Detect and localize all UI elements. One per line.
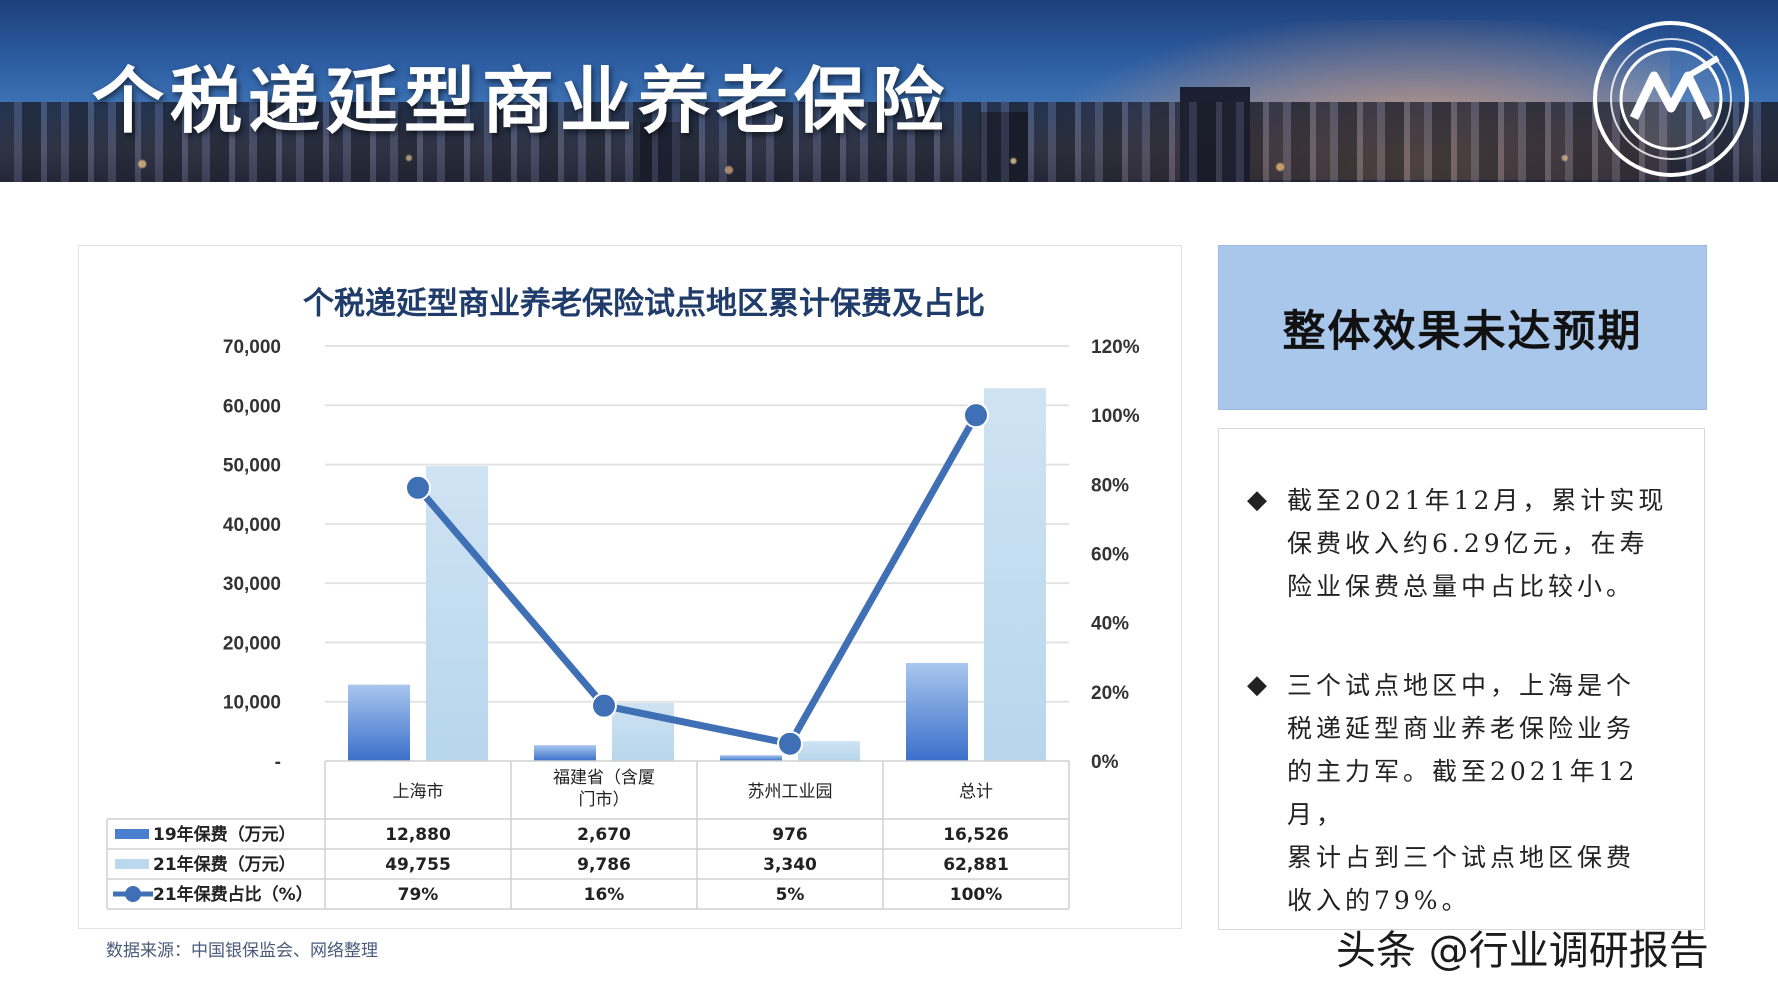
key-point: ◆ 三个试点地区中，上海是个 税递延型商业养老保险业务 的主力军。截至2021年…	[1247, 664, 1687, 922]
x-category-label: 总计	[959, 782, 993, 802]
key-point-line: 保费收入约6.29亿元，在寿	[1287, 529, 1649, 558]
table-value: 16%	[584, 885, 625, 905]
key-point-line: 截至2021年12月，累计实现	[1287, 486, 1668, 515]
y-left-tick-label: -	[275, 752, 281, 773]
y-left-tick-label: 20,000	[223, 633, 281, 654]
x-category-label: 上海市	[393, 782, 444, 802]
table-value: 9,786	[577, 855, 631, 875]
key-point-line: 险业保费总量中占比较小。	[1287, 572, 1636, 601]
y-left-tick-label: 10,000	[223, 693, 281, 714]
key-point-line: 收入的79%。	[1287, 886, 1471, 915]
table-value: 12,880	[385, 825, 451, 845]
table-value: 976	[772, 825, 808, 845]
ratio-point	[963, 402, 989, 429]
institute-logo-icon	[1593, 21, 1749, 177]
y-right-tick-label: 80%	[1091, 475, 1129, 496]
banner-city-lights	[0, 122, 1778, 182]
bar-19	[534, 745, 596, 761]
diamond-bullet-icon: ◆	[1247, 485, 1267, 515]
ratio-line	[415, 413, 980, 748]
header-banner: 个税递延型商业养老保险	[0, 0, 1778, 182]
key-points-card: ◆ 截至2021年12月，累计实现 保费收入约6.29亿元，在寿 险业保费总量中…	[1218, 428, 1705, 930]
y-left-tick-label: 50,000	[223, 456, 281, 477]
bar-19	[720, 755, 782, 761]
key-point-line: 的主力军。截至2021年12月，	[1287, 757, 1639, 829]
ratio-point	[405, 474, 431, 501]
y-left-tick-label: 60,000	[223, 396, 281, 417]
legend-label: 21年保费占比（%）	[153, 884, 313, 905]
table-value: 100%	[950, 885, 1003, 905]
watermark: 头条 @行业调研报告	[1336, 928, 1709, 974]
legend-swatch	[115, 829, 149, 839]
y-left-tick-label: 30,000	[223, 574, 281, 595]
x-category-label: 福建省（含厦	[553, 768, 655, 788]
table-value: 3,340	[763, 855, 817, 875]
bar-19	[906, 663, 968, 761]
legend-swatch	[115, 859, 149, 869]
x-category-label: 苏州工业园	[748, 782, 833, 802]
headline-card: 整体效果未达预期	[1218, 245, 1707, 410]
data-source-note: 数据来源：中国银保监会、网络整理	[106, 941, 378, 961]
headline-text: 整体效果未达预期	[1282, 306, 1643, 357]
bar-21	[984, 388, 1046, 761]
ratio-point	[777, 730, 803, 757]
legend-marker	[125, 886, 141, 902]
table-value: 2,670	[577, 825, 631, 845]
key-point-line: 三个试点地区中，上海是个	[1287, 671, 1636, 700]
table-value: 79%	[398, 885, 439, 905]
legend-label: 19年保费（万元）	[153, 824, 296, 845]
y-right-tick-label: 20%	[1091, 683, 1129, 704]
y-right-tick-label: 40%	[1091, 614, 1129, 635]
y-right-tick-label: 60%	[1091, 545, 1129, 566]
chart-title: 个税递延型商业养老保险试点地区累计保费及占比	[303, 286, 985, 322]
y-right-tick-label: 0%	[1091, 752, 1119, 773]
bar-21	[426, 466, 488, 761]
y-left-tick-label: 70,000	[223, 337, 281, 358]
table-value: 62,881	[943, 855, 1009, 875]
page-title: 个税递延型商业养老保险	[92, 59, 951, 143]
y-right-tick-label: 120%	[1091, 337, 1140, 358]
chart-panel: 个税递延型商业养老保险试点地区累计保费及占比 - 10,000 20,000 30,0…	[78, 245, 1182, 929]
table-value: 5%	[776, 885, 805, 905]
key-point-line: 累计占到三个试点地区保费	[1287, 843, 1636, 872]
table-value: 49,755	[385, 855, 451, 875]
ratio-point	[591, 692, 617, 719]
y-left-tick-label: 40,000	[223, 515, 281, 536]
legend-label: 21年保费（万元）	[153, 854, 296, 875]
bar-19	[348, 684, 410, 761]
x-category-label: 门市）	[579, 790, 630, 810]
key-point: ◆ 截至2021年12月，累计实现 保费收入约6.29亿元，在寿 险业保费总量中…	[1247, 479, 1687, 608]
diamond-bullet-icon: ◆	[1247, 670, 1267, 700]
y-right-tick-label: 100%	[1091, 406, 1140, 427]
bar-21	[798, 741, 860, 761]
key-point-line: 税递延型商业养老保险业务	[1287, 714, 1636, 743]
table-value: 16,526	[943, 825, 1009, 845]
chart: - 10,000 20,000 30,000 40,000 50,000 60,000 70,…	[106, 337, 1140, 910]
